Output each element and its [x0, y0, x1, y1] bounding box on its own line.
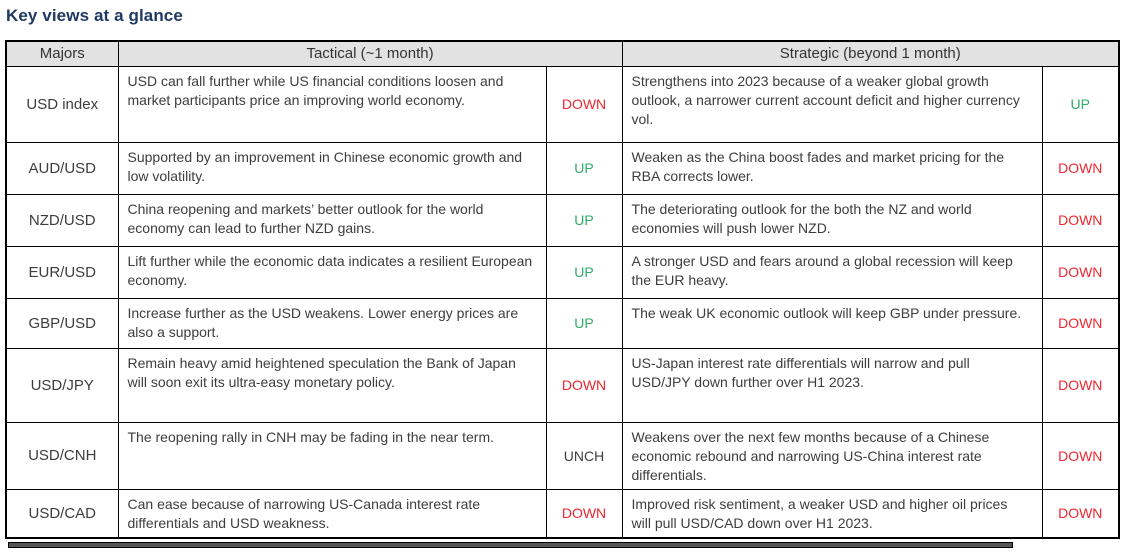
column-header-strategic: Strategic (beyond 1 month) [621, 40, 1120, 67]
strategic-direction-badge: UP [1041, 65, 1120, 143]
table-row: USD/CNH The reopening rally in CNH may b… [5, 421, 1120, 490]
strategic-direction-badge: DOWN [1041, 297, 1120, 349]
table-row: EUR/USD Lift further while the economic … [5, 245, 1120, 299]
major-label: USD/JPY [5, 347, 119, 423]
tactical-direction-badge: UP [545, 245, 623, 299]
table-row: USD index USD can fall further while US … [5, 65, 1120, 143]
tactical-direction-badge: UNCH [545, 421, 623, 490]
column-header-majors: Majors [5, 40, 119, 67]
major-label: AUD/USD [5, 141, 119, 195]
tactical-direction-badge: UP [545, 297, 623, 349]
tactical-direction-badge: DOWN [545, 488, 623, 538]
major-label: NZD/USD [5, 193, 119, 247]
tactical-direction-badge: DOWN [545, 347, 623, 423]
strategic-view-text: A stronger USD and fears around a global… [621, 245, 1043, 299]
table-body: USD index USD can fall further while US … [5, 65, 1120, 538]
table-row: AUD/USD Supported by an improvement in C… [5, 141, 1120, 195]
strategic-view-text: US-Japan interest rate differentials wil… [621, 347, 1043, 423]
strategic-view-text: Strengthens into 2023 because of a weake… [621, 65, 1043, 143]
strategic-view-text: The weak UK economic outlook will keep G… [621, 297, 1043, 349]
strategic-direction-badge: DOWN [1041, 347, 1120, 423]
tactical-direction-badge: UP [545, 193, 623, 247]
tactical-view-text: Increase further as the USD weakens. Low… [117, 297, 547, 349]
strategic-view-text: Improved risk sentiment, a weaker USD an… [621, 488, 1043, 538]
next-table-edge [8, 541, 1013, 548]
table-row: USD/JPY Remain heavy amid heightened spe… [5, 347, 1120, 423]
strategic-direction-badge: DOWN [1041, 141, 1120, 195]
key-views-table: Majors Tactical (~1 month) Strategic (be… [5, 40, 1121, 539]
strategic-direction-badge: DOWN [1041, 245, 1120, 299]
strategic-direction-badge: DOWN [1041, 193, 1120, 247]
major-label: USD index [5, 65, 119, 143]
tactical-view-text: The reopening rally in CNH may be fading… [117, 421, 547, 490]
major-label: GBP/USD [5, 297, 119, 349]
strategic-direction-badge: DOWN [1041, 421, 1120, 490]
table-row: USD/CAD Can ease because of narrowing US… [5, 488, 1120, 538]
tactical-view-text: China reopening and markets’ better outl… [117, 193, 547, 247]
tactical-view-text: USD can fall further while US financial … [117, 65, 547, 143]
table-header-row: Majors Tactical (~1 month) Strategic (be… [5, 40, 1120, 67]
table-row: GBP/USD Increase further as the USD weak… [5, 297, 1120, 349]
major-label: USD/CAD [5, 488, 119, 538]
strategic-view-text: The deteriorating outlook for the both t… [621, 193, 1043, 247]
strategic-view-text: Weaken as the China boost fades and mark… [621, 141, 1043, 195]
column-header-tactical: Tactical (~1 month) [117, 40, 623, 67]
tactical-view-text: Can ease because of narrowing US-Canada … [117, 488, 547, 538]
table-row: NZD/USD China reopening and markets’ bet… [5, 193, 1120, 247]
major-label: EUR/USD [5, 245, 119, 299]
strategic-view-text: Weakens over the next few months because… [621, 421, 1043, 490]
tactical-view-text: Supported by an improvement in Chinese e… [117, 141, 547, 195]
major-label: USD/CNH [5, 421, 119, 490]
tactical-view-text: Remain heavy amid heightened speculation… [117, 347, 547, 423]
page-title: Key views at a glance [6, 6, 183, 25]
strategic-direction-badge: DOWN [1041, 488, 1120, 538]
tactical-direction-badge: DOWN [545, 65, 623, 143]
tactical-view-text: Lift further while the economic data ind… [117, 245, 547, 299]
tactical-direction-badge: UP [545, 141, 623, 195]
